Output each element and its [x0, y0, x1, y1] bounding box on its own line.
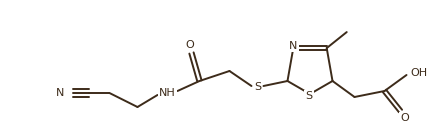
Text: OH: OH [410, 68, 427, 78]
Text: NH: NH [159, 88, 176, 98]
Text: S: S [254, 82, 261, 92]
Text: S: S [305, 91, 312, 101]
Text: N: N [289, 41, 298, 51]
Text: O: O [185, 40, 194, 50]
Text: N: N [56, 88, 65, 98]
Text: O: O [400, 113, 409, 123]
